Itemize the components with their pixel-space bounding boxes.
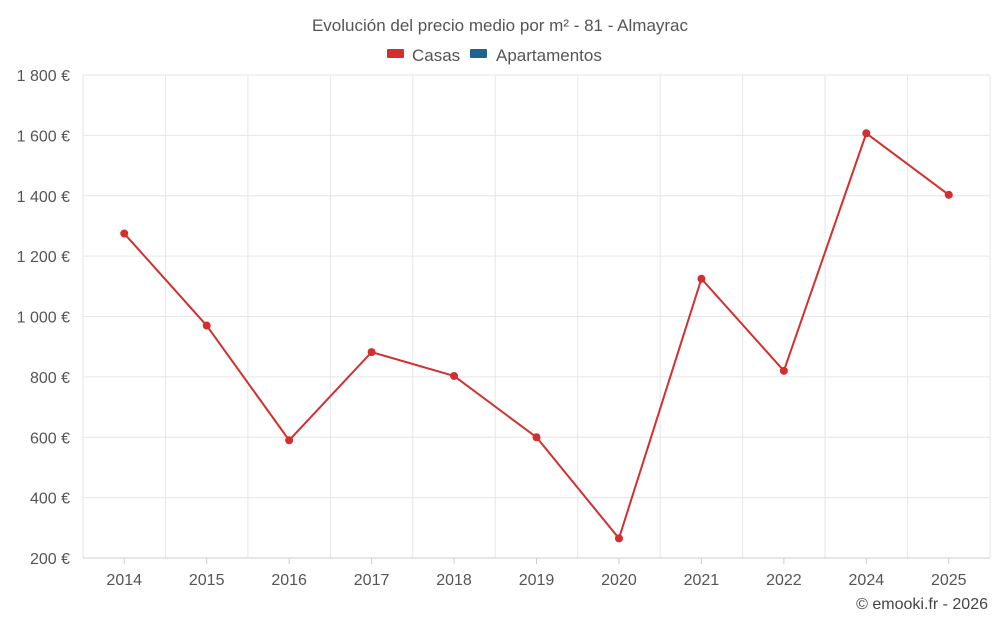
data-point-casas-2022[interactable] — [779, 366, 788, 375]
x-tick-label: 2014 — [106, 572, 142, 589]
legend: Casas Apartamentos — [387, 46, 602, 65]
x-axis-ticks: 2014 2015 2016 2017 2018 2019 2020 2021 2022 2024… — [106, 558, 967, 589]
y-tick-label: 400 € — [30, 491, 70, 508]
y-tick-label: 1 600 € — [17, 128, 70, 145]
x-tick-label: 2017 — [354, 572, 390, 589]
data-point-casas-2024[interactable] — [862, 129, 871, 138]
data-point-casas-2018[interactable] — [450, 371, 459, 380]
legend-swatch-apartamentos — [470, 49, 487, 58]
credit-text: © emooki.fr - 2026 — [856, 596, 988, 613]
x-tick-label: 2016 — [271, 572, 307, 589]
x-tick-label: 2025 — [931, 572, 967, 589]
data-point-casas-2017[interactable] — [367, 348, 376, 357]
legend-swatch-casas — [387, 49, 404, 58]
data-point-casas-2020[interactable] — [614, 534, 623, 543]
y-tick-label: 200 € — [30, 551, 70, 568]
grid — [82, 74, 991, 559]
series-casas — [120, 129, 953, 543]
legend-label-casas[interactable]: Casas — [412, 46, 460, 65]
y-tick-label: 1 800 € — [17, 68, 70, 85]
x-tick-label: 2019 — [519, 572, 555, 589]
y-tick-label: 600 € — [30, 430, 70, 447]
x-tick-label: 2022 — [766, 572, 802, 589]
x-tick-label: 2020 — [601, 572, 637, 589]
y-tick-label: 1 200 € — [17, 249, 70, 266]
y-tick-label: 1 000 € — [17, 310, 70, 327]
data-point-casas-2016[interactable] — [285, 436, 294, 445]
y-axis-ticks: 200 € 400 € 600 € 800 € 1 000 € 1 200 € 1 400 … — [17, 68, 70, 568]
chart-title: Evolución del precio medio por m² - 81 -… — [312, 16, 689, 35]
legend-label-apartamentos[interactable]: Apartamentos — [496, 46, 602, 65]
data-point-casas-2025[interactable] — [944, 190, 953, 199]
data-point-casas-2014[interactable] — [120, 229, 129, 238]
x-tick-label: 2015 — [189, 572, 225, 589]
x-tick-label: 2024 — [849, 572, 885, 589]
x-tick-label: 2018 — [436, 572, 472, 589]
data-point-casas-2015[interactable] — [202, 321, 211, 330]
data-point-casas-2021[interactable] — [697, 274, 706, 283]
data-point-casas-2019[interactable] — [532, 433, 541, 442]
y-tick-label: 1 400 € — [17, 189, 70, 206]
x-tick-label: 2021 — [684, 572, 720, 589]
y-tick-label: 800 € — [30, 370, 70, 387]
